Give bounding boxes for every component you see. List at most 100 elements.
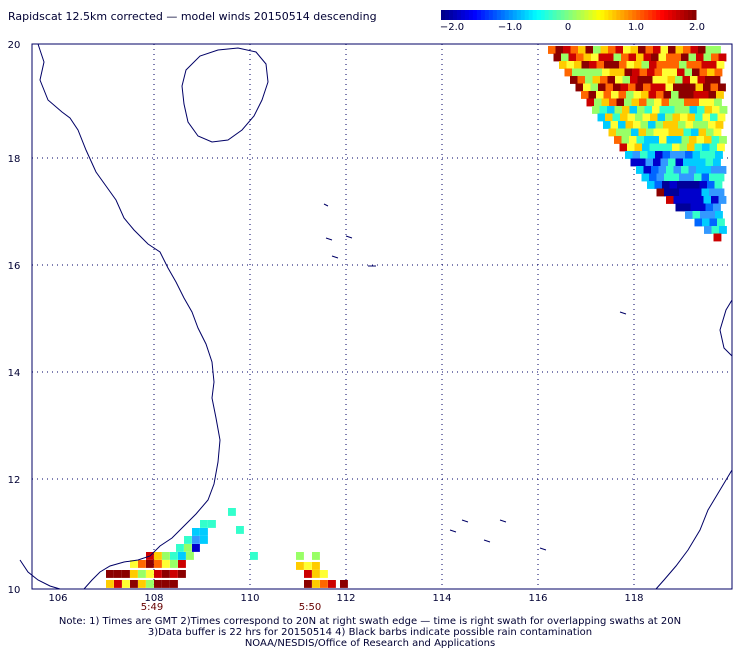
wind-cell [651, 166, 659, 174]
wind-cell [677, 68, 685, 77]
wind-cell [675, 76, 683, 84]
wind-cell [656, 188, 665, 197]
note-line-2: 3)Data buffer is 22 hrs for 20150514 4) … [147, 627, 593, 638]
wind-cell [651, 136, 660, 144]
wind-cell [684, 181, 693, 189]
colorbar-segment [564, 10, 569, 20]
wind-cell [176, 544, 184, 552]
wind-cell [600, 76, 608, 84]
wind-cell [716, 188, 725, 197]
wind-cell [705, 76, 713, 84]
wind-cell [611, 61, 620, 69]
wind-cell [620, 113, 628, 122]
wind-cell [664, 188, 672, 197]
colorbar-tick: −1.0 [498, 22, 522, 33]
colorbar-tick: 2.0 [689, 22, 705, 33]
wind-cell [695, 113, 703, 122]
wind-cell [320, 580, 328, 588]
wind-cell [574, 61, 582, 69]
wind-cell [681, 136, 690, 144]
wind-cell [660, 46, 669, 54]
wind-cell [640, 121, 649, 129]
wind-cell [694, 61, 702, 69]
wind-cell [130, 580, 138, 588]
wind-cell [718, 83, 726, 92]
wind-cell [705, 203, 714, 212]
luzon-coast [719, 299, 733, 357]
wind-cell [170, 570, 178, 578]
wind-cell [633, 91, 642, 99]
wind-cell [614, 136, 622, 144]
wind-cell [677, 151, 686, 159]
colorbar-segment [496, 10, 502, 20]
wind-cell [693, 91, 702, 99]
wind-cell [603, 121, 611, 129]
colorbar-segment [484, 10, 490, 20]
wind-cell [685, 121, 694, 129]
wind-cell [665, 83, 674, 92]
wind-cell [673, 83, 681, 92]
wind-cell [162, 560, 170, 568]
wind-cell [694, 218, 703, 227]
wind-cell [709, 61, 717, 69]
wind-cell [719, 136, 727, 144]
colorbar-segment [624, 10, 629, 20]
wind-cell [640, 151, 648, 159]
wind-cell [676, 98, 685, 107]
wind-cell [312, 570, 320, 578]
wind-cell [671, 91, 679, 99]
wind-cell [646, 128, 654, 137]
wind-cell [250, 552, 258, 560]
wind-cell [563, 46, 571, 54]
wind-cell [711, 196, 719, 204]
colorbar-segment [616, 10, 621, 20]
wind-cell [712, 76, 721, 84]
wind-cell [636, 166, 644, 174]
wind-cell [704, 226, 712, 234]
wind-cell [596, 91, 604, 99]
wind-cell [312, 562, 320, 570]
spratly-islands [449, 311, 627, 551]
wind-cell [632, 151, 641, 159]
wind-cell [707, 151, 716, 159]
wind-cell [605, 113, 613, 122]
wind-cell [653, 158, 661, 167]
wind-cell [686, 61, 695, 69]
wind-cell [619, 61, 627, 69]
vietnam-coast [37, 43, 221, 590]
wind-cell [688, 83, 696, 92]
colorbar-segment [540, 10, 546, 20]
wind-cell [691, 128, 699, 137]
wind-cell [701, 173, 710, 182]
wind-cell [703, 83, 711, 92]
wind-cell [106, 570, 114, 578]
wind-cell [162, 552, 170, 560]
wind-cell [685, 211, 693, 219]
colorbar-segment [640, 10, 645, 20]
wind-cell [704, 136, 712, 144]
wind-cell [559, 61, 567, 69]
wind-cell [618, 121, 626, 129]
colorbar-segment [684, 10, 689, 20]
wind-cell [692, 68, 700, 77]
wind-cell [688, 53, 697, 62]
wind-cell [685, 151, 693, 159]
colorbar-segment [584, 10, 589, 20]
wind-cell [666, 136, 675, 144]
wind-cell [694, 143, 703, 152]
wind-cell [591, 53, 599, 62]
wind-cell [589, 61, 597, 69]
colorbar-segment [480, 10, 486, 20]
wind-cell [702, 143, 710, 152]
wind-cell [692, 181, 700, 189]
wind-cell [686, 91, 694, 99]
wind-cell [328, 580, 336, 588]
wind-cell [694, 173, 702, 182]
wind-cells [106, 46, 728, 588]
wind-cell [698, 128, 707, 137]
wind-cell [711, 226, 720, 234]
wind-cell [630, 158, 639, 167]
wind-cell [631, 128, 639, 137]
wind-cell [643, 166, 652, 174]
wind-cell [626, 61, 635, 69]
